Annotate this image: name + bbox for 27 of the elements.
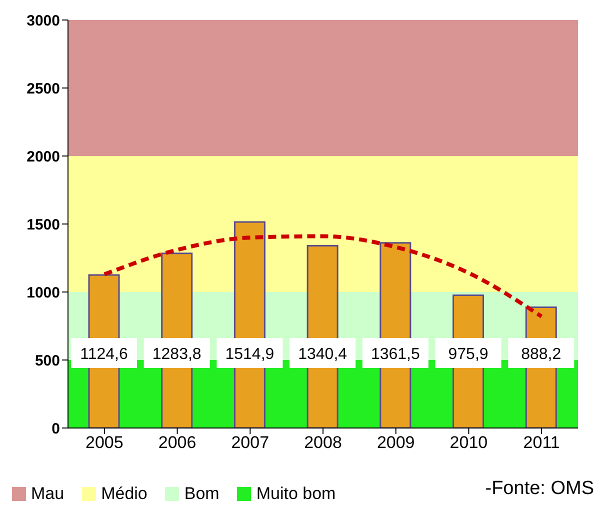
line-series (102, 234, 544, 318)
y-tick-label: 500 (34, 352, 60, 370)
y-tick-label: 1000 (26, 284, 60, 302)
x-tick-label: 2006 (158, 433, 196, 452)
legend-label: Bom (184, 484, 220, 504)
x-tick-label: 2011 (523, 433, 560, 452)
y-tick-label: 3000 (26, 12, 60, 30)
text: 1340,4 (298, 346, 348, 363)
text: 1124,6 (80, 346, 128, 363)
legend-label: Médio (101, 484, 148, 504)
y-tick-label: 0 (52, 420, 60, 438)
y-tick-label: 2000 (26, 148, 60, 166)
x-tick-label: 2008 (304, 433, 342, 452)
x-tick-label: 2005 (86, 433, 124, 452)
text: -Fonte: OMS (485, 478, 594, 500)
text: 1283,8 (152, 346, 202, 363)
text: 888,2 (521, 346, 562, 363)
text: 975,9 (448, 346, 488, 363)
legend-label: Mau (31, 484, 64, 504)
y-tick-label: 2500 (26, 80, 60, 98)
x-tick-label: 2010 (450, 433, 488, 452)
x-tick-label: 2007 (231, 433, 270, 452)
y-tick-label: 1500 (26, 216, 60, 234)
legend-label: Muito bom (256, 484, 336, 504)
text: 1361,5 (370, 346, 420, 363)
text: 1514,9 (225, 346, 274, 363)
x-tick-label: 2009 (376, 433, 415, 452)
